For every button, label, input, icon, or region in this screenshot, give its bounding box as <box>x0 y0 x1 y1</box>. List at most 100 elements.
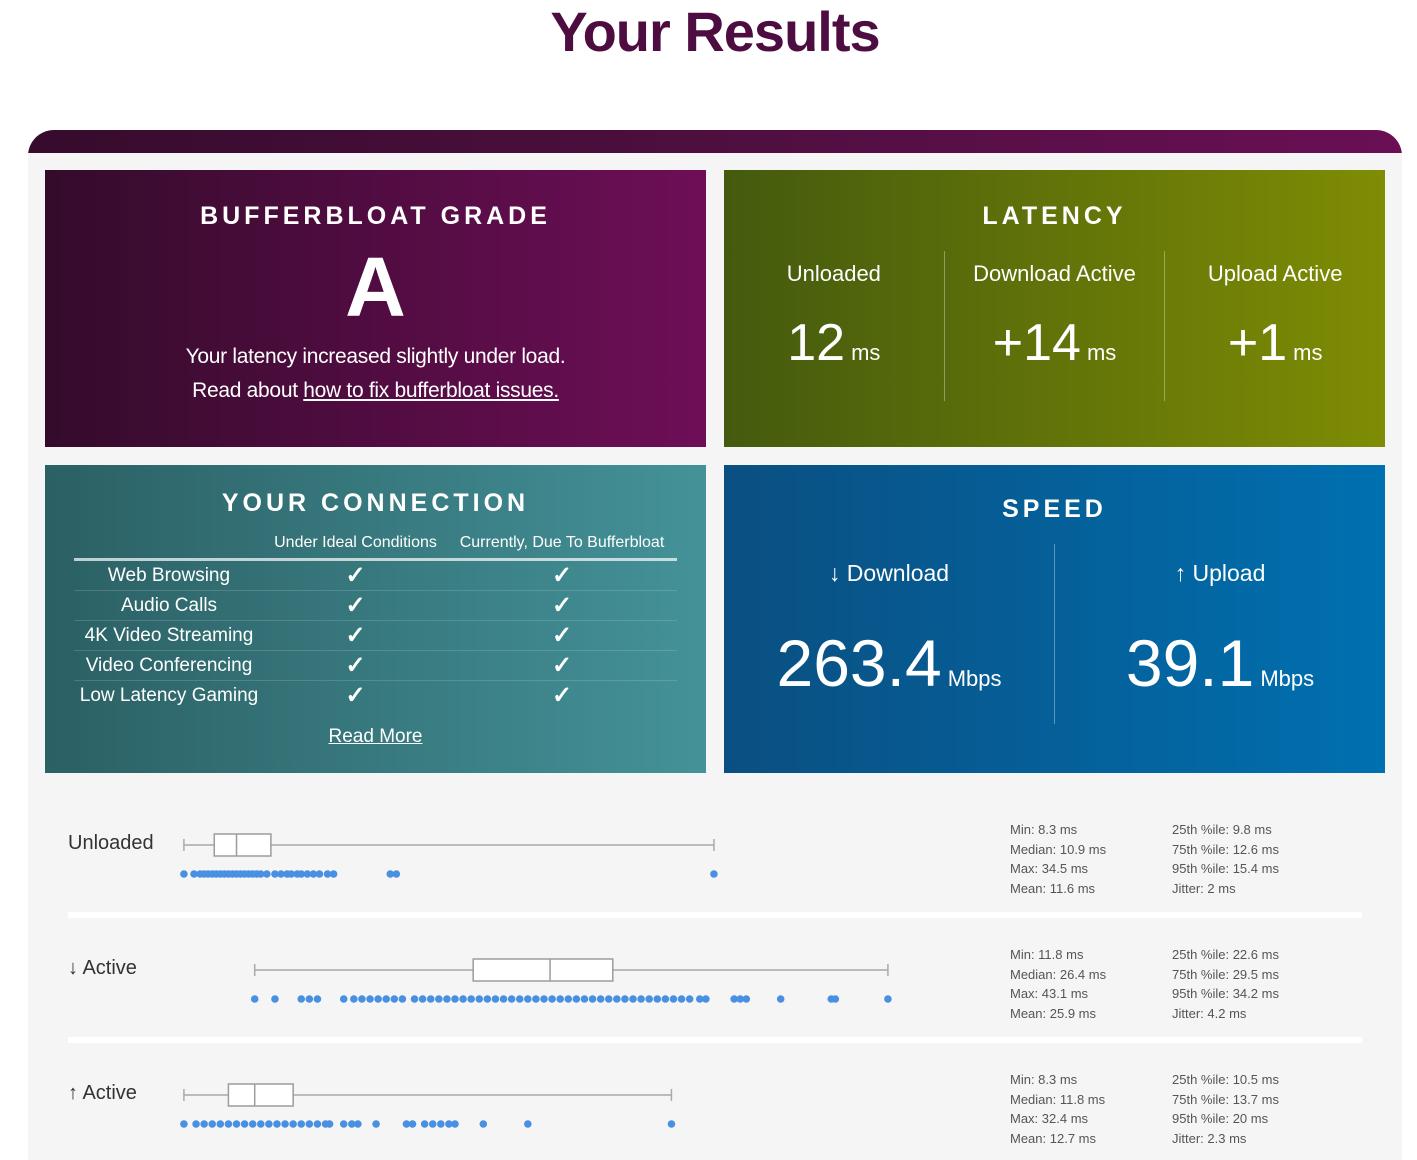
grade-read-about: Read about how to fix bufferbloat issues… <box>45 379 706 403</box>
sample-dot <box>410 995 419 1003</box>
activity-label: 4K Video Streaming <box>74 620 264 651</box>
sample-dot <box>303 870 312 878</box>
stat-line: 25th %ile: 9.8 ms <box>1172 822 1272 837</box>
sample-dot <box>192 1120 200 1128</box>
plot-label: ↑ Active <box>68 1082 137 1104</box>
stat-line: 75th %ile: 12.6 ms <box>1172 841 1279 857</box>
sample-dot <box>532 995 540 1003</box>
download-unit: Mbps <box>947 666 1002 691</box>
sample-dot <box>677 995 686 1003</box>
sample-dot <box>524 995 532 1003</box>
sample-dot <box>459 995 467 1003</box>
plot-label: ↓ Active <box>68 957 137 979</box>
latency-unit: ms <box>851 340 881 365</box>
grade-title: BUFFERBLOAT GRADE <box>200 202 551 230</box>
sample-dot <box>315 870 324 878</box>
stat-line: Median: 10.9 ms <box>1010 841 1107 857</box>
sample-dot <box>250 995 259 1003</box>
speed-download: ↓ Download 263.4 Mbps <box>724 544 1054 724</box>
sample-dot <box>667 1120 676 1128</box>
connection-row: Low Latency Gaming ✓ ✓ <box>74 681 677 711</box>
sample-dot <box>297 995 306 1003</box>
sample-dot <box>372 1120 380 1128</box>
stat-line: Mean: 11.6 ms <box>1010 881 1096 897</box>
stat-line: Jitter: 4.2 ms <box>1172 1006 1247 1022</box>
sample-dot <box>208 1120 217 1128</box>
sample-dot <box>548 995 556 1003</box>
stat-line: 75th %ile: 13.7 ms <box>1172 1091 1279 1107</box>
plot-stats: 25th %ile: 10.5 ms 75th %ile: 13.7 ms 95th… <box>1172 1070 1279 1149</box>
sample-dot <box>297 870 306 878</box>
sample-dot <box>256 870 265 878</box>
speed-title: SPEED <box>1002 495 1107 523</box>
sample-dot <box>499 995 508 1003</box>
sample-dot <box>180 870 188 878</box>
sample-dot <box>323 870 332 878</box>
connection-card: YOUR CONNECTION Under Ideal Conditions Cu… <box>45 465 706 773</box>
fix-bufferbloat-link[interactable]: how to fix bufferbloat issues. <box>303 379 559 402</box>
connection-row: Audio Calls ✓ ✓ <box>74 590 677 621</box>
latency-unit: ms <box>1086 340 1117 365</box>
sample-dot <box>309 870 318 878</box>
upload-label: ↑ Upload <box>1174 560 1266 586</box>
sample-dot <box>398 995 407 1003</box>
iqr-box <box>227 1083 294 1107</box>
stat-line: Jitter: 2.3 ms <box>1172 1131 1247 1147</box>
sample-dot <box>588 995 597 1003</box>
sample-dot <box>289 1120 297 1128</box>
latency-value: +14 <box>992 314 1081 372</box>
col-ideal: Under Ideal Conditions <box>264 534 447 561</box>
stat-line: 75th %ile: 29.5 ms <box>1172 966 1279 982</box>
stat-line: Max: 43.1 ms <box>1010 986 1089 1002</box>
sample-dot <box>354 1120 362 1128</box>
stat-line: Min: 8.3 ms <box>1010 822 1078 837</box>
sample-dot <box>540 995 548 1003</box>
sample-dot <box>702 995 710 1003</box>
sample-dot <box>180 1120 188 1128</box>
sample-dot <box>297 1120 306 1128</box>
sample-dot <box>265 1120 273 1128</box>
latency-upload-active: Upload Active +1 ms <box>1164 251 1385 401</box>
plot-stats: Min: 8.3 ms Median: 10.9 ms Max: 34.5 ms Me… <box>1010 820 1106 899</box>
plot-label: Unloaded <box>68 832 154 854</box>
sample-dot <box>305 1120 314 1128</box>
sample-dot <box>572 995 581 1003</box>
sample-dot <box>420 1120 429 1128</box>
stat-line: 25th %ile: 10.5 ms <box>1172 1072 1279 1087</box>
check-icon: ✓ <box>447 650 677 681</box>
sample-dot <box>669 995 678 1003</box>
sample-dot <box>451 995 459 1003</box>
speed-upload: ↑ Upload 39.1 Mbps <box>1054 544 1385 724</box>
sample-dot <box>637 995 645 1003</box>
check-icon: ✓ <box>447 620 677 651</box>
row-divider <box>68 1037 1362 1043</box>
latency-unit: ms <box>1293 340 1323 365</box>
sample-dot <box>390 995 399 1003</box>
sample-dot <box>507 995 516 1003</box>
page-title: Your Results <box>550 0 880 63</box>
check-icon: ✓ <box>264 620 447 651</box>
plot-stats: 25th %ile: 22.6 ms 75th %ile: 29.5 ms 95th… <box>1172 945 1279 1024</box>
sample-dot <box>685 995 694 1003</box>
latency-label: Download Active <box>973 261 1136 286</box>
sample-dot <box>629 995 637 1003</box>
sample-dot <box>776 995 785 1003</box>
sample-dot <box>428 1120 437 1128</box>
latency-download-active: Download Active +14 ms <box>943 251 1165 401</box>
sample-dot <box>515 995 524 1003</box>
check-icon: ✓ <box>345 682 366 709</box>
iqr-box <box>213 833 272 857</box>
sample-dot <box>661 995 670 1003</box>
sample-dot <box>358 995 366 1003</box>
sample-dot <box>248 1120 257 1128</box>
sample-dot <box>564 995 573 1003</box>
sample-dot <box>305 995 314 1003</box>
stat-line: 95th %ile: 20 ms <box>1172 1111 1269 1127</box>
sample-dot <box>451 1120 459 1128</box>
check-icon: ✓ <box>264 650 447 681</box>
sample-dot <box>645 995 653 1003</box>
download-label: ↓ Download <box>828 560 950 586</box>
stat-line: 25th %ile: 22.6 ms <box>1172 947 1279 962</box>
sample-dot <box>435 995 443 1003</box>
read-more-link[interactable]: Read More <box>328 726 423 747</box>
